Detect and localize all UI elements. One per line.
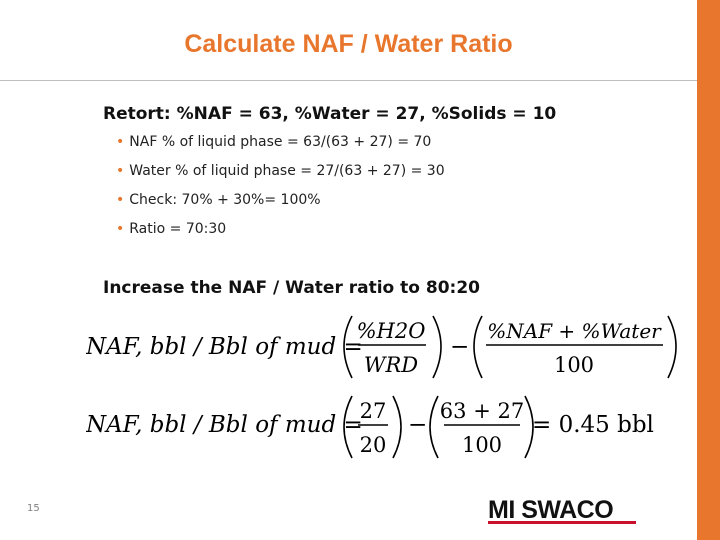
formula-lhs: NAF, bbl / Bbl of mud = [86,334,363,360]
right-paren [392,395,402,459]
frac1-denominator: WRD [364,353,418,377]
bullet-item: • Check: 70% + 30%= 100% [116,186,445,215]
right-paren [432,315,442,379]
side-accent-bar [697,0,720,540]
right-paren [524,395,534,459]
calc-lhs: NAF, bbl / Bbl of mud = [86,412,363,438]
logo-underline [488,521,636,524]
frac1-numerator: %H2O [357,319,426,343]
calc-result: = 0.45 bbl [532,412,654,438]
bullet-list: • NAF % of liquid phase = 63/(63 + 27) = … [116,128,445,244]
bullet-item: • NAF % of liquid phase = 63/(63 + 27) = … [116,128,445,157]
title-divider [0,80,697,81]
left-paren [343,315,353,379]
page-number: 15 [27,503,40,514]
frac2-numerator: %NAF + %Water [487,319,662,343]
company-logo: MI SWACO [488,496,636,524]
bullet-text: NAF % of liquid phase = 63/(63 + 27) = 7… [129,134,432,150]
slide-title: Calculate NAF / Water Ratio [184,30,513,58]
formula-equation: NAF, bbl / Bbl of mud = %H2O WRD − %NAF … [86,315,677,379]
calc-frac2-denominator: 100 [462,433,502,457]
bullet-dot-icon: • [116,192,125,208]
bullet-text: Ratio = 70:30 [129,221,227,237]
increase-ratio-line: Increase the NAF / Water ratio to 80:20 [103,278,480,298]
minus-sign: − [450,334,469,360]
bullet-dot-icon: • [116,134,125,150]
bullet-item: • Ratio = 70:30 [116,215,445,244]
calculation-equation: NAF, bbl / Bbl of mud = 27 20 − 63 + 27 … [86,395,654,459]
left-paren [429,395,439,459]
bullet-item: • Water % of liquid phase = 27/(63 + 27) … [116,157,445,186]
bullet-text: Check: 70% + 30%= 100% [129,192,321,208]
frac2-denominator: 100 [554,353,594,377]
right-paren [667,315,677,379]
left-paren [343,395,353,459]
logo-text: MI SWACO [488,496,613,524]
bullet-text: Water % of liquid phase = 27/(63 + 27) =… [129,163,445,179]
calc-frac2-numerator: 63 + 27 [440,399,524,423]
minus-sign: − [408,412,427,438]
left-paren [473,315,483,379]
calc-frac1-denominator: 20 [360,433,387,457]
retort-line: Retort: %NAF = 63, %Water = 27, %Solids … [103,104,557,124]
bullet-dot-icon: • [116,221,125,237]
bullet-dot-icon: • [116,163,125,179]
calc-frac1-numerator: 27 [360,399,387,423]
